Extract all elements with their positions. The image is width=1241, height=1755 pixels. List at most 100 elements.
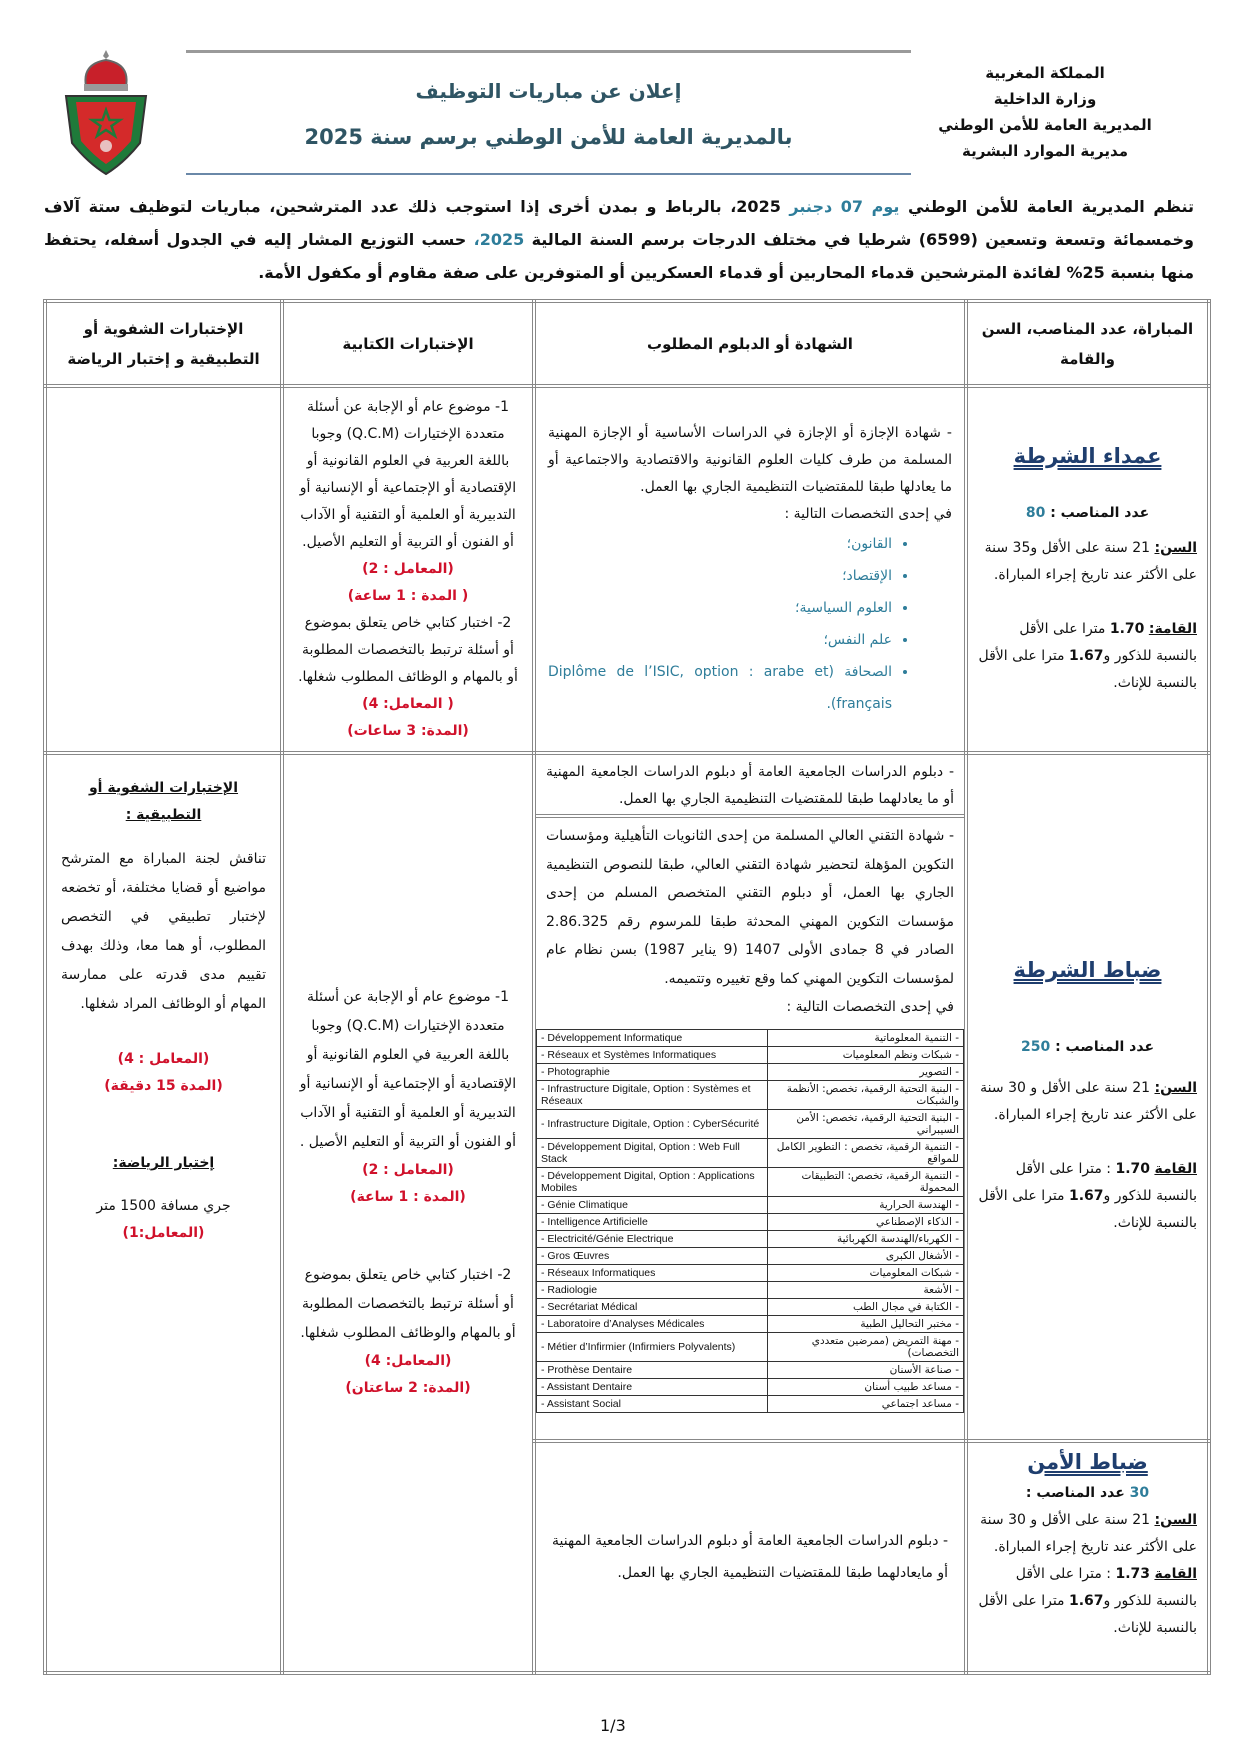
organization-block: المملكة المغربية وزارة الداخلية المديرية… <box>930 60 1160 164</box>
specialty-row: - مختبر التحاليل الطبية - Laboratoire d’A… <box>536 1315 965 1333</box>
recruitment-table: المباراة، عدد المناصب، السن والقامة الشه… <box>43 299 1211 1675</box>
specialty-ar: - مساعد طبيب أسنان <box>766 1378 965 1396</box>
specialty-ar: - الذكاء الإصطناعي <box>766 1213 965 1231</box>
specialty-fr: - Photographie <box>536 1063 768 1081</box>
specialty-ar: - شبكات المعلوميات <box>766 1264 965 1282</box>
specialty-ar: - الهندسة الحرارية <box>766 1196 965 1214</box>
header-oral: الإختبارات الشفوية أو التطبيقية و إختبار… <box>43 299 284 388</box>
specialty-fr: - Assistant Social <box>536 1395 768 1413</box>
specialty-fr: - Electricité/Génie Electrique <box>536 1230 768 1248</box>
duration: ( المدة : 1 ساعة) <box>347 588 469 604</box>
specialty-fr: - Réseaux et Systèmes Informatiques <box>536 1046 768 1064</box>
oral-text: تناقش لجنة المباراة مع المترشح مواضيع أو… <box>61 851 266 1012</box>
written-exams-cell: 1- موضوع عام أو الإجابة عن أسئلة متعددة … <box>280 751 536 1675</box>
duration: (المدة : 1 ساعة) <box>350 1189 466 1205</box>
diploma-cell: - دبلوم الدراسات الجامعية العامة أو دبلو… <box>532 1439 968 1675</box>
specialty-row: - التنمية المعلوماتية - Développement Inf… <box>536 1029 965 1047</box>
height-requirement: القامة 1.73 : مترا على الأقل بالنسبة للذ… <box>978 1566 1197 1636</box>
specialty-fr: - Secrétariat Médical <box>536 1298 768 1316</box>
specialty-ar: - التنمية المعلوماتية <box>766 1029 965 1047</box>
height-requirement: القامة 1.70 : مترا على الأقل بالنسبة للذ… <box>978 1161 1197 1231</box>
coefficient: (المعامل : 4) <box>117 1051 210 1067</box>
duration: (المدة 15 دقيقة) <box>104 1078 223 1094</box>
rank-title: ضباط الأمن <box>1027 1450 1148 1474</box>
specialty-fr: - Infrastructure Digitale, Option : Cybe… <box>536 1109 768 1139</box>
intro-date: يوم 07 دجنبر <box>789 197 900 216</box>
specialty-row: - التنمية الرقمية، تخصص : التطوير الكامل… <box>536 1138 965 1168</box>
specialty-row: - مساعد طبيب أسنان - Assistant Dentaire <box>536 1378 965 1396</box>
specialty-item: علم النفس؛ <box>548 624 892 656</box>
sport-text: جري مسافة 1500 متر <box>96 1198 231 1214</box>
specialty-fr: - Radiologie <box>536 1281 768 1299</box>
header-written: الإختبارات الكتابية <box>280 299 536 388</box>
diploma-cell: - شهادة الإجازة أو الإجازة في الدراسات ا… <box>532 384 968 755</box>
table-row: عمداء الشرطة عدد المناصب : 80 السن: 21 س… <box>43 384 1211 755</box>
specialty-row: - الكهرباء/الهندسة الكهربائية - Electrici… <box>536 1230 965 1248</box>
age-requirement: السن: 21 سنة على الأقل و 30 سنة على الأك… <box>980 1512 1197 1555</box>
written-exam-1: 1- موضوع عام أو الإجابة عن أسئلة متعددة … <box>299 399 517 550</box>
rank-title: عمداء الشرطة <box>1013 443 1162 468</box>
posts-count: 30 عدد المناصب : <box>1025 1485 1150 1501</box>
specialty-fr: - Développement Digital, Option : Web Fu… <box>536 1138 768 1168</box>
specialty-row: - شبكات المعلوميات - Réseaux Informatique… <box>536 1264 965 1282</box>
specialty-row: - صناعة الأسنان - Prothèse Dentaire <box>536 1361 965 1379</box>
specialty-row: - الكتابة في مجال الطب - Secrétariat Médi… <box>536 1298 965 1316</box>
diploma-text: - دبلوم الدراسات الجامعية العامة أو دبلو… <box>552 1533 948 1581</box>
specialty-ar: - البنية التحتية الرقمية، تخصص: الأنظمة … <box>766 1080 965 1110</box>
specialty-item: العلوم السياسية؛ <box>548 592 892 624</box>
specialty-row: - الهندسة الحرارية - Génie Climatique <box>536 1196 965 1214</box>
specialty-table: - التنمية المعلوماتية - Développement Inf… <box>536 1029 965 1413</box>
specialty-list: القانون؛ الإقتصاد؛ العلوم السياسية؛ علم … <box>548 528 892 720</box>
rank-cell: ضباط الشرطة عدد المناصب : 250 السن: 21 س… <box>964 751 1211 1443</box>
diploma-text-a: - دبلوم الدراسات الجامعية العامة أو دبلو… <box>536 755 964 818</box>
specialty-ar: - شبكات ونظم المعلوميات <box>766 1046 965 1064</box>
oral-heading: الإختبارات الشفوية أو التطبيقية : <box>88 780 239 823</box>
diploma-b-text: - شهادة التقني العالي المسلمة من إحدى ال… <box>546 828 954 987</box>
specialty-ar: - البنية التحتية الرقمية، تخصص: الأمن ال… <box>766 1109 965 1139</box>
specialty-item: الصحافة (Diplôme de l’ISIC, option : ara… <box>548 656 892 720</box>
intro-text: حسب التوزيع المشار إليه في الجدول أسفله،… <box>44 230 1194 282</box>
specialty-intro: في إحدى التخصصات التالية : <box>786 999 954 1015</box>
intro-text: تنظم المديرية العامة للأمن الوطني <box>899 197 1195 216</box>
table-header-row: المباراة، عدد المناصب، السن والقامة الشه… <box>43 299 1211 388</box>
diploma-cell: - دبلوم الدراسات الجامعية العامة أو دبلو… <box>532 751 968 1443</box>
specialty-row: - شبكات ونظم المعلوميات - Réseaux et Syst… <box>536 1046 965 1064</box>
specialty-fr: - Développement Informatique <box>536 1029 768 1047</box>
specialty-fr: - Assistant Dentaire <box>536 1378 768 1396</box>
specialty-item: القانون؛ <box>548 528 892 560</box>
duration: (المدة: 3 ساعات) <box>347 723 469 739</box>
specialty-ar: - التصوير <box>766 1063 965 1081</box>
specialty-intro: في إحدى التخصصات التالية : <box>784 505 952 522</box>
coefficient: (المعامل: 4) <box>364 1353 452 1369</box>
specialty-fr: - Génie Climatique <box>536 1196 768 1214</box>
specialty-row: - الأشعة - Radiologie <box>536 1281 965 1299</box>
specialty-row: - مساعد اجتماعي - Assistant Social <box>536 1395 965 1413</box>
coefficient: (المعامل : 2) <box>362 1162 454 1178</box>
age-requirement: السن: 21 سنة على الأقل و 30 سنة على الأك… <box>980 1080 1197 1123</box>
written-exams-cell: 1- موضوع عام أو الإجابة عن أسئلة متعددة … <box>280 384 536 755</box>
specialty-ar: - الأشغال الكبرى <box>766 1247 965 1265</box>
specialty-fr: - Infrastructure Digitale, Option : Syst… <box>536 1080 768 1110</box>
subtitle-line: بالمديرية العامة للأمن الوطني برسم سنة 2… <box>304 125 793 149</box>
header-top-rule <box>186 50 911 53</box>
table-row: ضباط الأمن 30 عدد المناصب : السن: 21 سنة… <box>45 1439 1211 1675</box>
specialty-row: - التنمية الرقمية، تخصص: التطبيقات المحم… <box>536 1167 965 1197</box>
specialty-fr: - Métier d’Infirmier (Infirmiers Polyval… <box>536 1332 768 1362</box>
specialty-fr: - Intelligence Artificielle <box>536 1213 768 1231</box>
sport-coefficient: (المعامل:1) <box>122 1225 205 1241</box>
specialty-ar: - صناعة الأسنان <box>766 1361 965 1379</box>
specialty-fr: - Gros Œuvres <box>536 1247 768 1265</box>
rank-cell: عمداء الشرطة عدد المناصب : 80 السن: 21 س… <box>964 384 1211 755</box>
coefficient: (المعامل : 2) <box>362 561 454 577</box>
specialty-ar: - الكتابة في مجال الطب <box>766 1298 965 1316</box>
rank-title: ضباط الشرطة <box>1013 958 1162 982</box>
dgsn-emblem-logo <box>60 48 152 176</box>
specialty-fr: - Développement Digital, Option : Applic… <box>536 1167 768 1197</box>
page-title: إعلان عن مباريات التوظيف بالمديرية العام… <box>186 68 911 160</box>
specialty-row: - البنية التحتية الرقمية، تخصص: الأنظمة … <box>536 1080 965 1110</box>
page-number: 1/3 <box>600 1716 626 1735</box>
specialty-ar: - الكهرباء/الهندسة الكهربائية <box>766 1230 965 1248</box>
table-row: ضباط الشرطة عدد المناصب : 250 السن: 21 س… <box>43 751 1211 1675</box>
specialty-ar: - التنمية الرقمية، تخصص: التطبيقات المحم… <box>766 1167 965 1197</box>
specialty-row: - البنية التحتية الرقمية، تخصص: الأمن ال… <box>536 1109 965 1139</box>
